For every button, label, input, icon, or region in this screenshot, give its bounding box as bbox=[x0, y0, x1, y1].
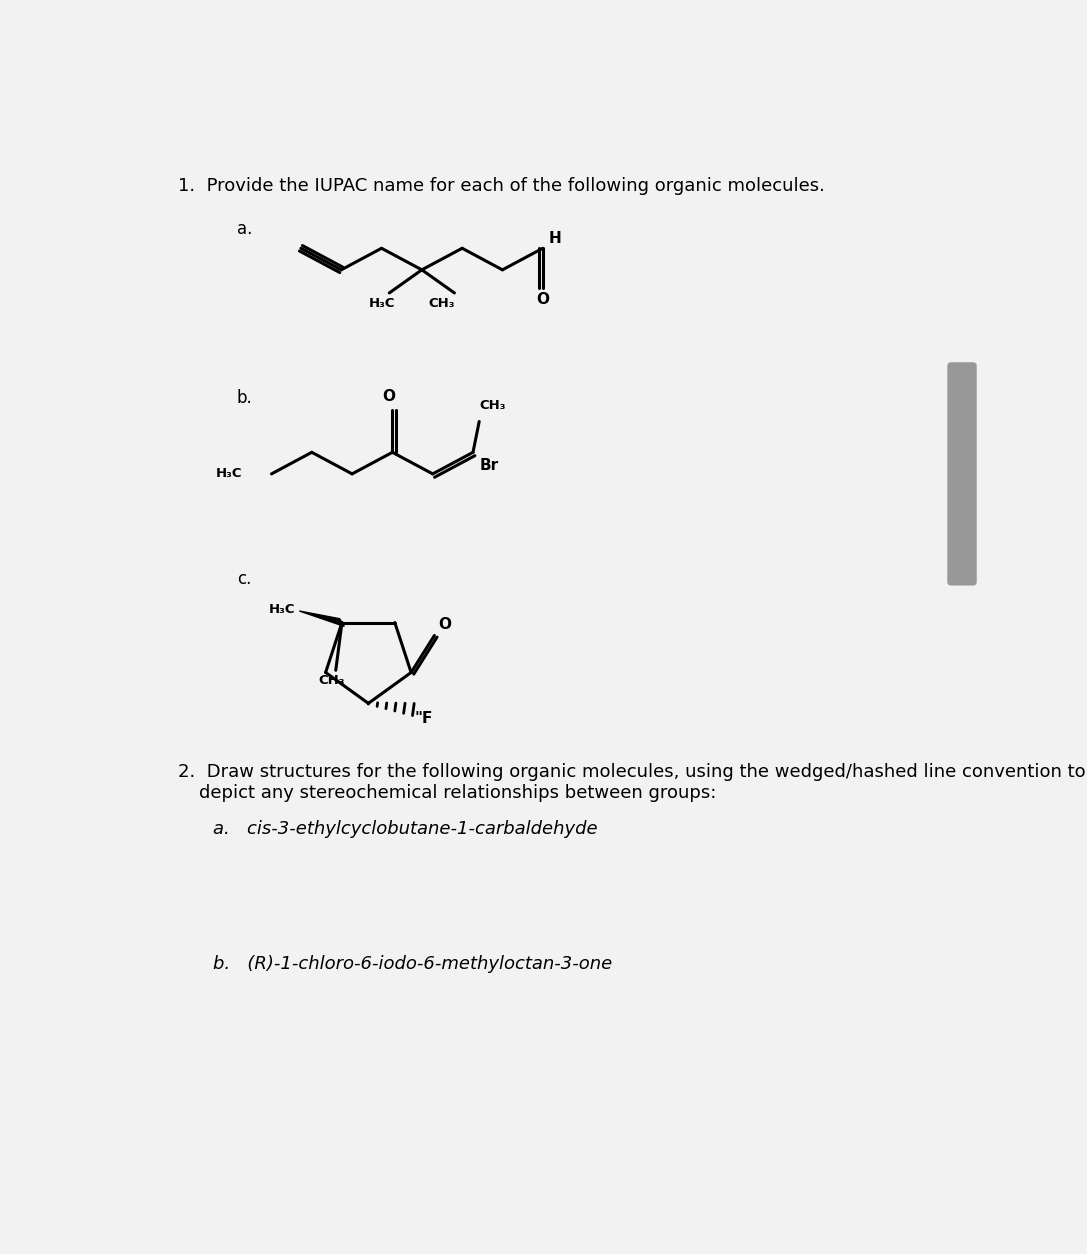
Text: H: H bbox=[549, 231, 562, 246]
Text: H₃C: H₃C bbox=[268, 603, 296, 616]
Text: depict any stereochemical relationships between groups:: depict any stereochemical relationships … bbox=[199, 784, 716, 803]
Polygon shape bbox=[299, 611, 345, 627]
Text: b.: b. bbox=[237, 389, 252, 408]
Text: CH₃: CH₃ bbox=[479, 399, 505, 413]
Text: H₃C: H₃C bbox=[215, 468, 242, 480]
Text: b.   (R)-1-chloro-6-iodo-6-methyloctan-3-one: b. (R)-1-chloro-6-iodo-6-methyloctan-3-o… bbox=[213, 956, 613, 973]
Text: CH₃: CH₃ bbox=[428, 297, 454, 310]
Text: O: O bbox=[438, 617, 451, 632]
Text: "F: "F bbox=[415, 711, 434, 726]
Text: O: O bbox=[382, 389, 395, 404]
Text: H₃C: H₃C bbox=[370, 297, 396, 310]
Text: 1.  Provide the IUPAC name for each of the following organic molecules.: 1. Provide the IUPAC name for each of th… bbox=[178, 177, 825, 196]
FancyBboxPatch shape bbox=[947, 362, 977, 586]
Text: Br: Br bbox=[479, 459, 498, 474]
Text: 2.  Draw structures for the following organic molecules, using the wedged/hashed: 2. Draw structures for the following org… bbox=[178, 762, 1086, 781]
Text: a.   cis-3-ethylcyclobutane-1-carbaldehyde: a. cis-3-ethylcyclobutane-1-carbaldehyde bbox=[213, 820, 598, 839]
Text: O: O bbox=[536, 292, 549, 307]
Text: CH₃: CH₃ bbox=[318, 675, 346, 687]
Text: a.: a. bbox=[237, 219, 252, 238]
Text: c.: c. bbox=[237, 571, 251, 588]
